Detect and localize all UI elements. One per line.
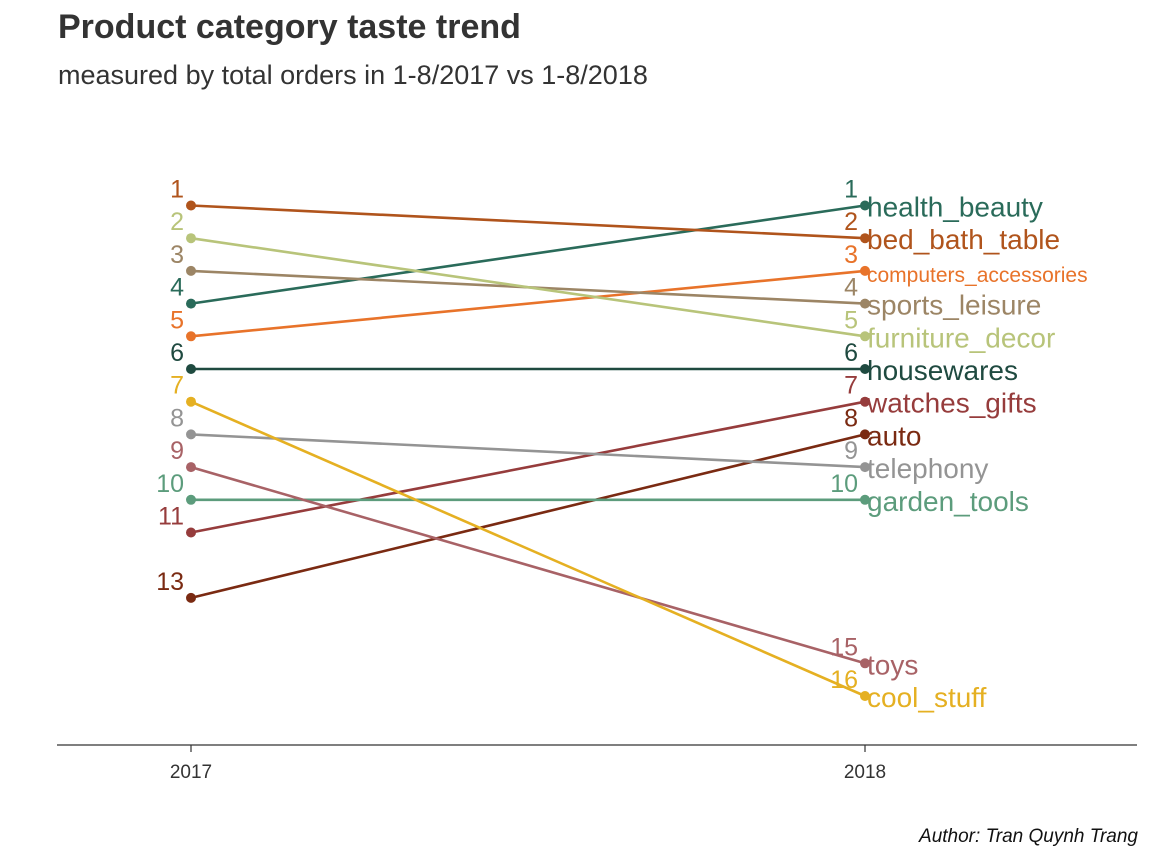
series-name-label-garden-tools: garden_tools xyxy=(867,486,1029,517)
rank-label-computers-accessories-2018: 3 xyxy=(844,241,858,269)
rank-label-watches-gifts-2017: 11 xyxy=(158,503,184,531)
series-name-label-sports-leisure: sports_leisure xyxy=(867,290,1041,321)
point-garden-tools-2017 xyxy=(186,494,196,505)
point-watches-gifts-2018 xyxy=(860,396,870,407)
rank-label-sports-leisure-2017: 3 xyxy=(170,241,184,269)
rank-label-auto-2018: 8 xyxy=(844,404,858,432)
rank-label-sports-leisure-2018: 4 xyxy=(844,274,858,302)
series-name-label-bed-bath-table: bed_bath_table xyxy=(867,224,1060,255)
points-layer xyxy=(186,200,870,701)
series-line-telephony xyxy=(190,433,866,469)
chart-title: Product category taste trend xyxy=(58,8,521,46)
rank-label-computers-accessories-2017: 5 xyxy=(170,306,184,334)
x-tick-label-2018: 2018 xyxy=(844,762,886,783)
point-toys-2018 xyxy=(860,658,870,669)
rank-label-auto-2017: 13 xyxy=(156,568,184,596)
series-name-label-housewares: housewares xyxy=(867,355,1018,386)
point-bed-bath-table-2018 xyxy=(860,233,870,244)
rank-label-toys-2017: 9 xyxy=(170,437,184,465)
point-toys-2017 xyxy=(186,462,196,473)
series-line-computers-accessories xyxy=(190,269,866,338)
series-line-health-beauty xyxy=(190,204,866,305)
rank-label-health-beauty-2017: 4 xyxy=(170,274,184,302)
point-sports-leisure-2017 xyxy=(186,265,196,276)
series-name-label-health-beauty: health_beauty xyxy=(867,192,1043,223)
point-housewares-2017 xyxy=(186,364,196,374)
series-line-furniture-decor xyxy=(190,236,866,338)
rank-label-bed-bath-table-2018: 2 xyxy=(844,208,858,236)
rank-label-garden-tools-2018: 10 xyxy=(830,470,858,498)
point-auto-2017 xyxy=(186,592,196,603)
point-telephony-2017 xyxy=(186,429,196,440)
point-cool-stuff-2018 xyxy=(860,691,870,701)
labels-layer: 4 1 health_beauty 1 2 bed_bath_table 5 3 compute… xyxy=(156,176,1087,714)
series-name-label-toys: toys xyxy=(867,649,918,680)
series-name-label-auto: auto xyxy=(867,420,922,451)
rank-label-telephony-2017: 8 xyxy=(170,404,184,432)
point-cool-stuff-2017 xyxy=(186,396,196,407)
series-line-bed-bath-table xyxy=(190,204,866,240)
point-auto-2018 xyxy=(860,429,870,440)
series-name-label-cool-stuff: cool_stuff xyxy=(867,682,987,713)
rank-label-garden-tools-2017: 10 xyxy=(156,470,184,498)
rank-label-toys-2018: 15 xyxy=(830,633,858,661)
point-telephony-2018 xyxy=(860,462,870,473)
point-health-beauty-2017 xyxy=(186,298,196,309)
series-name-label-watches-gifts: watches_gifts xyxy=(866,388,1037,419)
chart-caption: Author: Tran Quynh Trang xyxy=(919,826,1138,847)
rank-label-furniture-decor-2018: 5 xyxy=(844,306,858,334)
point-bed-bath-table-2017 xyxy=(186,200,196,211)
rank-label-watches-gifts-2018: 7 xyxy=(844,372,858,400)
point-computers-accessories-2018 xyxy=(860,265,870,276)
rank-label-bed-bath-table-2017: 1 xyxy=(170,176,184,204)
series-layer: 4 1 health_beauty 1 2 bed_bath_table 5 3 compute… xyxy=(156,176,1087,714)
point-furniture-decor-2017 xyxy=(186,233,196,244)
series-line-toys xyxy=(190,465,866,665)
series-line-watches-gifts xyxy=(190,400,866,534)
rank-label-housewares-2018: 6 xyxy=(844,339,858,367)
rank-label-housewares-2017: 6 xyxy=(170,339,184,367)
rank-label-health-beauty-2018: 1 xyxy=(844,176,858,204)
point-watches-gifts-2017 xyxy=(186,527,196,538)
point-computers-accessories-2017 xyxy=(186,331,196,342)
x-axis-ticks: 2017 2018 xyxy=(170,745,886,783)
series-line-cool-stuff xyxy=(190,400,866,698)
chart-subtitle: measured by total orders in 1-8/2017 vs … xyxy=(58,60,648,90)
point-housewares-2018 xyxy=(860,364,870,374)
x-tick-label-2017: 2017 xyxy=(170,762,212,783)
series-name-label-telephony: telephony xyxy=(867,453,988,484)
point-furniture-decor-2018 xyxy=(860,331,870,342)
point-garden-tools-2018 xyxy=(860,494,870,505)
series-line-auto xyxy=(190,433,866,600)
series-name-label-computers-accessories: computers_accessories xyxy=(867,264,1088,287)
point-health-beauty-2018 xyxy=(860,200,870,211)
series-name-label-furniture-decor: furniture_decor xyxy=(867,322,1055,353)
rank-label-furniture-decor-2017: 2 xyxy=(170,208,184,236)
rank-label-telephony-2018: 9 xyxy=(844,437,858,465)
rank-label-cool-stuff-2017: 7 xyxy=(170,372,184,400)
rank-label-cool-stuff-2018: 16 xyxy=(830,666,858,694)
point-sports-leisure-2018 xyxy=(860,298,870,309)
